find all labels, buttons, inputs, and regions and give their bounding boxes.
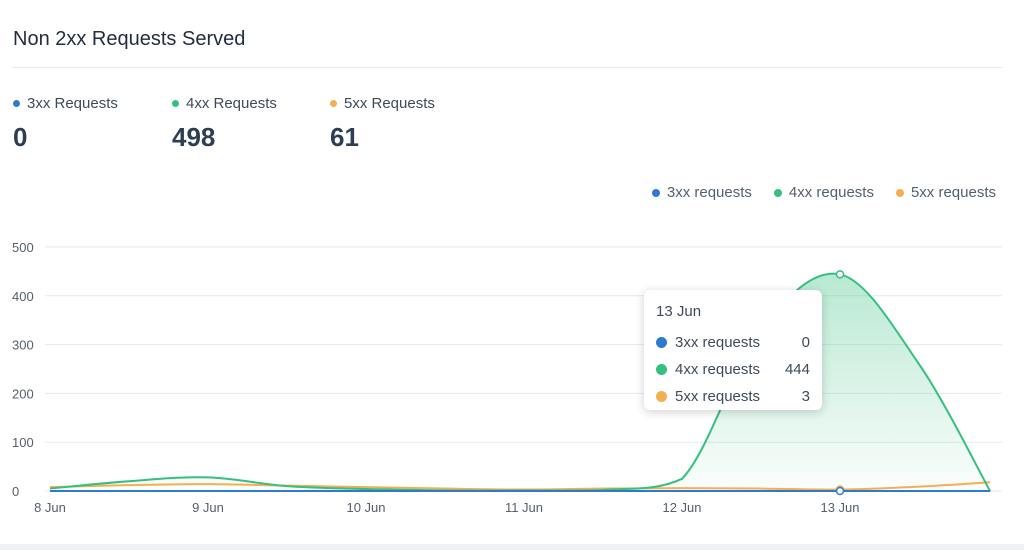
highlight-point-4xx <box>835 270 845 279</box>
stat-3xx-label: 3xx Requests <box>27 95 118 112</box>
tooltip-5xx-dot <box>656 391 667 402</box>
stat-4xx-label: 4xx Requests <box>186 95 277 112</box>
x-tick-label: 11 Jun <box>505 500 543 515</box>
page-title: Non 2xx Requests Served <box>13 28 246 50</box>
stat-5xx: 5xx Requests 61 <box>330 95 435 153</box>
stat-5xx-value: 61 <box>330 122 359 152</box>
y-tick-label: 100 <box>12 435 34 450</box>
x-tick-label: 9 Jun <box>192 500 224 515</box>
x-tick-label: 10 Jun <box>346 500 385 515</box>
stat-4xx: 4xx Requests 498 <box>172 95 277 153</box>
tooltip-4xx-value: 444 <box>784 361 810 378</box>
legend-5xx-dot <box>895 188 904 197</box>
x-tick-label: 12 Jun <box>662 500 701 515</box>
tooltip-3xx-label: 3xx requests <box>675 334 761 351</box>
y-tick-label: 0 <box>12 484 19 499</box>
tooltip-5xx-value: 3 <box>801 388 810 405</box>
tooltip-row-5xx: 5xx requests 3 <box>656 383 810 410</box>
legend-5xx-label: 5xx requests <box>910 184 996 201</box>
legend-item-5xx[interactable]: 5xx requests <box>895 184 996 201</box>
legend-item-3xx[interactable]: 3xx requests <box>651 184 752 201</box>
tooltip-3xx-value: 0 <box>801 334 810 351</box>
chart-legend: 3xx requests 4xx requests 5xx requests <box>651 184 996 201</box>
highlight-point-3xx <box>835 486 845 496</box>
tooltip-date: 13 Jun <box>656 303 702 320</box>
y-tick-label: 500 <box>12 240 34 255</box>
stat-5xx-dot <box>330 100 337 107</box>
y-tick-label: 300 <box>12 338 34 353</box>
x-tick-label: 8 Jun <box>34 500 66 515</box>
legend-4xx-label: 4xx requests <box>788 184 874 201</box>
tooltip-3xx-dot <box>656 337 667 348</box>
tooltip-row-3xx: 3xx requests 0 <box>656 329 810 356</box>
requests-chart[interactable]: 0 100 200 300 400 500 8 Jun 9 Jun 10 Jun 11 Jun 12… <box>0 230 1024 520</box>
tooltip-5xx-label: 5xx requests <box>675 388 761 405</box>
stat-4xx-value: 498 <box>172 122 216 152</box>
series-area-4xx <box>50 273 991 491</box>
stat-3xx-dot <box>13 100 20 107</box>
stat-3xx-value: 0 <box>13 122 28 152</box>
legend-3xx-dot <box>651 188 660 197</box>
stat-4xx-dot <box>172 100 179 107</box>
stat-5xx-label: 5xx Requests <box>344 95 435 112</box>
y-tick-label: 200 <box>12 386 34 401</box>
legend-3xx-label: 3xx requests <box>666 184 752 201</box>
divider <box>12 67 1002 68</box>
x-tick-label: 13 Jun <box>820 500 859 515</box>
tooltip-row-4xx: 4xx requests 444 <box>656 356 810 383</box>
stat-3xx: 3xx Requests 0 <box>13 95 118 153</box>
chart-tooltip: 13 Jun 3xx requests 0 4xx requests 444 5… <box>644 290 822 410</box>
tooltip-4xx-dot <box>656 364 667 375</box>
tooltip-4xx-label: 4xx requests <box>675 361 761 378</box>
legend-4xx-dot <box>773 188 782 197</box>
y-tick-label: 400 <box>12 289 34 304</box>
legend-item-4xx[interactable]: 4xx requests <box>773 184 874 201</box>
bottom-bar <box>0 544 1024 550</box>
